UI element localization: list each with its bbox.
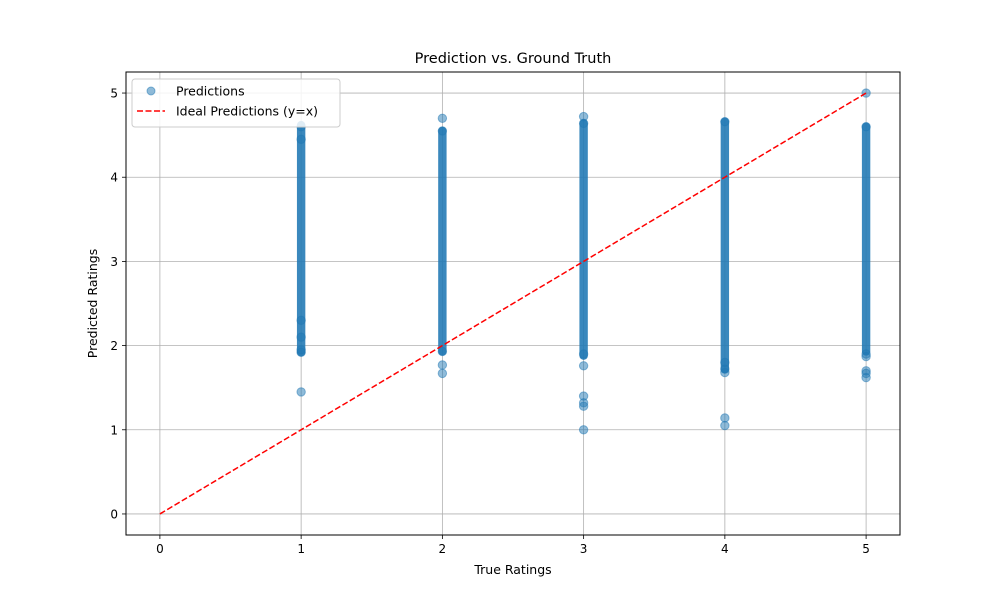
x-tick-label: 0 — [156, 542, 164, 556]
prediction-cluster — [296, 120, 306, 357]
prediction-point — [861, 366, 871, 376]
prediction-point — [296, 332, 306, 342]
prediction-point — [720, 357, 730, 368]
prediction-point — [437, 368, 448, 379]
legend-label-predictions: Predictions — [176, 84, 245, 99]
y-tick-label: 1 — [110, 423, 118, 437]
prediction-point — [578, 349, 589, 359]
prediction-point — [437, 360, 448, 370]
axis-layer: 0 1 2 3 4 5 0 1 2 3 4 5 — [110, 87, 870, 556]
prediction-point — [720, 116, 730, 127]
legend-marker-predictions — [146, 86, 156, 96]
legend-label-ideal: Ideal Predictions (y=x) — [176, 104, 318, 119]
prediction-point — [296, 387, 306, 397]
ideal-line — [159, 92, 867, 515]
prediction-point — [861, 122, 871, 132]
prediction-point — [578, 425, 589, 435]
prediction-cluster — [438, 126, 447, 356]
prediction-cluster — [861, 122, 871, 356]
prediction-point — [861, 88, 871, 98]
data-layer — [159, 88, 871, 515]
prediction-point — [578, 111, 589, 122]
y-axis-label: Predicted Ratings — [85, 249, 100, 358]
prediction-point — [861, 349, 871, 359]
legend-box — [131, 78, 341, 128]
y-tick-label: 3 — [110, 255, 118, 269]
prediction-point — [437, 126, 448, 136]
y-tick-label: 2 — [110, 339, 118, 353]
prediction-point — [296, 345, 306, 355]
prediction-point — [578, 391, 589, 401]
prediction-point — [720, 413, 730, 423]
prediction-point — [437, 346, 448, 357]
plot-frame — [125, 71, 901, 536]
x-tick-label: 5 — [862, 542, 870, 556]
y-tick-label: 4 — [110, 171, 118, 185]
legend: Predictions Ideal Predictions (y=x) — [131, 78, 341, 128]
prediction-cluster — [579, 119, 588, 360]
prediction-point — [578, 361, 589, 371]
prediction-point — [296, 134, 306, 145]
prediction-point — [296, 315, 306, 326]
x-tick-label: 2 — [439, 542, 447, 556]
y-tick-label: 5 — [110, 87, 118, 101]
x-tick-label: 1 — [297, 542, 305, 556]
prediction-point — [437, 113, 448, 124]
x-tick-label: 4 — [721, 542, 729, 556]
x-axis-label: True Ratings — [473, 562, 551, 577]
y-tick-label: 0 — [110, 507, 118, 521]
x-tick-label: 3 — [580, 542, 588, 556]
prediction-cluster — [720, 117, 730, 374]
chart-title: Prediction vs. Ground Truth — [415, 51, 612, 67]
